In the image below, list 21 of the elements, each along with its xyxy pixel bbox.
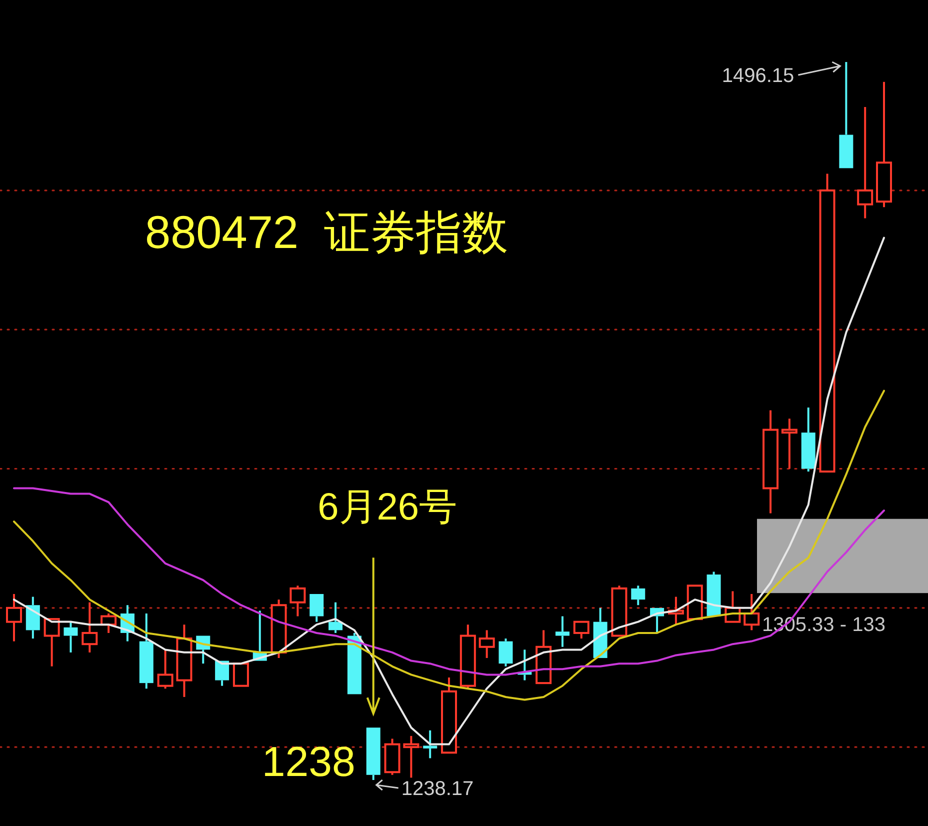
candlestick <box>403 734 420 779</box>
candlestick <box>631 584 646 606</box>
candlestick <box>857 106 874 220</box>
candlestick <box>328 601 343 634</box>
candlestick <box>6 593 22 642</box>
annotation: 1238.17 <box>401 778 474 800</box>
candlestick <box>176 624 192 698</box>
candlestick <box>555 615 570 648</box>
annotation: 1238 <box>262 738 356 785</box>
candlestick <box>762 409 779 514</box>
annotation: 1496.15 <box>722 65 794 87</box>
text: 880472 证券指数 <box>145 206 508 258</box>
candlestick <box>423 729 438 760</box>
candlestick <box>801 406 816 473</box>
candlestick <box>478 629 495 660</box>
candlestick <box>781 418 798 470</box>
annotation: 6月26号 <box>318 486 458 529</box>
candlestick <box>139 612 154 690</box>
candlestick <box>26 596 40 640</box>
candlestick <box>498 638 513 668</box>
candlestick <box>82 601 98 654</box>
